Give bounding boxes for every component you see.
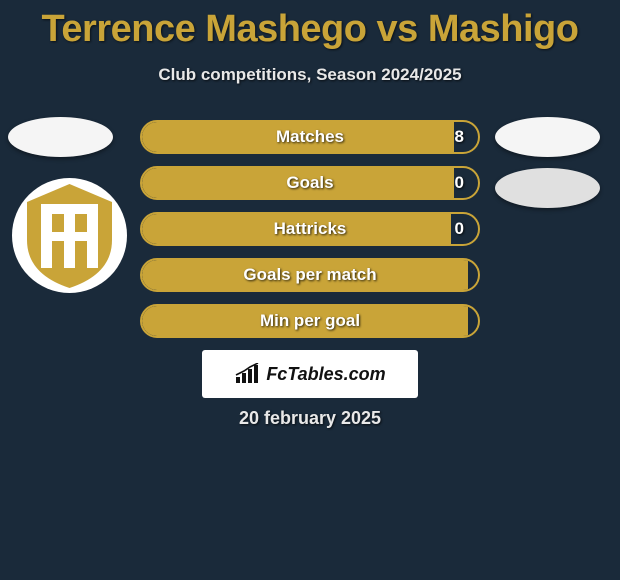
- bar-chart-icon: [234, 363, 262, 385]
- player-left-avatar: [8, 117, 113, 157]
- stat-row-goals-per-match: Goals per match: [140, 258, 480, 292]
- player-right-avatar: [495, 117, 600, 157]
- brand-badge[interactable]: FcTables.com: [202, 350, 418, 398]
- stat-label: Min per goal: [142, 311, 478, 331]
- stat-row-hattricks: Hattricks 0: [140, 212, 480, 246]
- stats-list: Matches 8 Goals 0 Hattricks 0 Goals per …: [140, 120, 480, 350]
- stat-label: Matches: [142, 127, 478, 147]
- brand-text: FcTables.com: [266, 364, 385, 385]
- page-title: Terrence Mashego vs Mashigo: [0, 0, 620, 51]
- club-badge-left: [12, 178, 127, 293]
- stat-label: Hattricks: [142, 219, 478, 239]
- stat-value: 0: [455, 173, 464, 193]
- date-text: 20 february 2025: [0, 408, 620, 429]
- player-right-club-avatar: [495, 168, 600, 208]
- stat-value: 0: [455, 219, 464, 239]
- stat-row-min-per-goal: Min per goal: [140, 304, 480, 338]
- stat-row-goals: Goals 0: [140, 166, 480, 200]
- stat-label: Goals per match: [142, 265, 478, 285]
- subtitle: Club competitions, Season 2024/2025: [0, 65, 620, 85]
- stat-row-matches: Matches 8: [140, 120, 480, 154]
- stat-label: Goals: [142, 173, 478, 193]
- stat-value: 8: [455, 127, 464, 147]
